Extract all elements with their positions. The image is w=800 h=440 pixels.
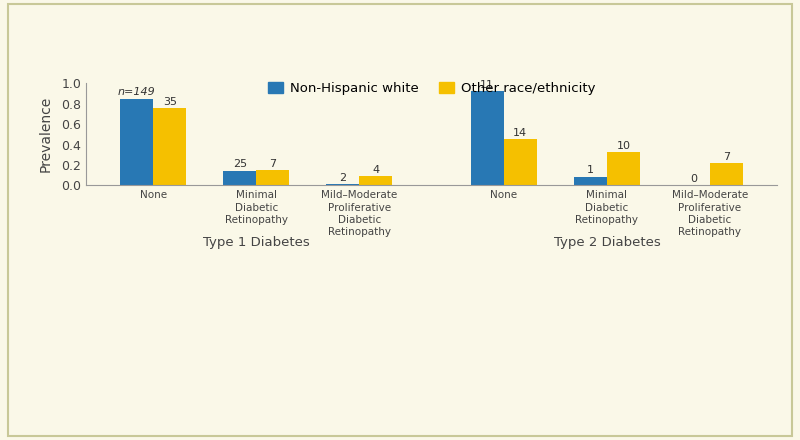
Text: 2: 2 <box>339 173 346 183</box>
Text: n=149: n=149 <box>118 88 155 97</box>
Text: 11: 11 <box>480 80 494 90</box>
Text: 0: 0 <box>690 174 697 184</box>
Bar <box>574 177 607 185</box>
Text: 14: 14 <box>514 128 527 138</box>
Bar <box>470 92 504 185</box>
Y-axis label: Prevalence: Prevalence <box>39 96 53 172</box>
Bar <box>120 99 154 185</box>
Bar <box>607 152 640 185</box>
Text: 7: 7 <box>270 159 276 169</box>
Text: 7: 7 <box>723 152 730 162</box>
Text: 10: 10 <box>616 141 630 151</box>
Text: 25: 25 <box>233 159 247 169</box>
Bar <box>326 184 359 185</box>
Legend: Non-Hispanic white, Other race/ethnicity: Non-Hispanic white, Other race/ethnicity <box>262 77 601 100</box>
Text: 1: 1 <box>587 165 594 176</box>
Text: 35: 35 <box>162 96 177 106</box>
Bar <box>504 139 537 185</box>
Bar <box>256 170 290 185</box>
Text: Type 1 Diabetes: Type 1 Diabetes <box>203 236 310 249</box>
Bar <box>359 176 393 185</box>
Bar <box>223 171 256 185</box>
Bar <box>710 163 743 185</box>
Text: 4: 4 <box>372 165 379 175</box>
Bar <box>154 108 186 185</box>
Text: Type 2 Diabetes: Type 2 Diabetes <box>554 236 660 249</box>
